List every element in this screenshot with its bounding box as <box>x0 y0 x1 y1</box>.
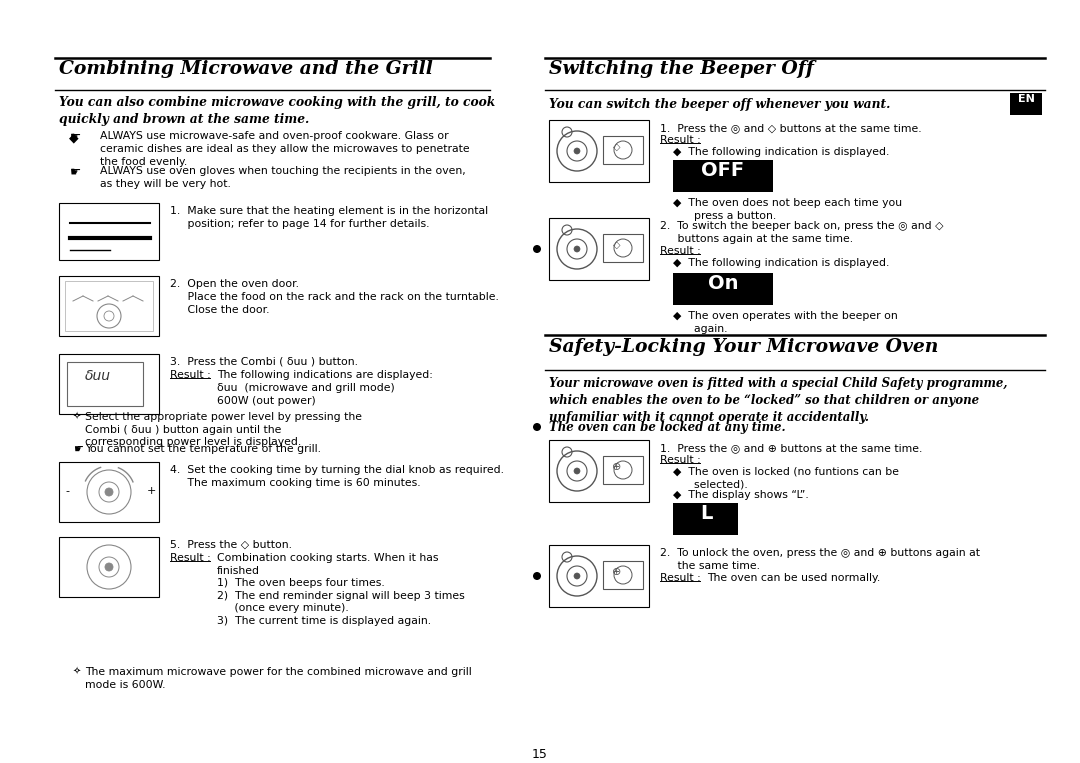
Text: You can switch the beeper off whenever you want.: You can switch the beeper off whenever y… <box>549 98 890 111</box>
Text: 2.  Open the oven door.
     Place the food on the rack and the rack on the turn: 2. Open the oven door. Place the food on… <box>170 279 499 314</box>
Text: ✧: ✧ <box>73 412 81 422</box>
Text: ◆  The oven does not beep each time you
      press a button.: ◆ The oven does not beep each time you p… <box>673 198 902 221</box>
Text: ◆: ◆ <box>69 131 79 144</box>
FancyBboxPatch shape <box>673 273 773 305</box>
Text: ◇: ◇ <box>613 240 621 250</box>
Text: Result :: Result : <box>170 553 211 563</box>
Text: 4.  Set the cooking time by turning the dial knob as required.
     The maximum : 4. Set the cooking time by turning the d… <box>170 465 504 488</box>
Circle shape <box>573 468 580 474</box>
Text: ALWAYS use microwave-safe and oven-proof cookware. Glass or
ceramic dishes are i: ALWAYS use microwave-safe and oven-proof… <box>100 131 470 166</box>
Text: 1.  Press the ◎ and ⊕ buttons at the same time.: 1. Press the ◎ and ⊕ buttons at the same… <box>660 443 922 453</box>
Text: Result :: Result : <box>660 135 701 145</box>
Text: ⊕: ⊕ <box>612 462 622 472</box>
Text: ◇: ◇ <box>613 142 621 152</box>
Text: The oven can be locked at any time.: The oven can be locked at any time. <box>549 421 785 434</box>
Text: The maximum microwave power for the combined microwave and grill
mode is 600W.: The maximum microwave power for the comb… <box>85 667 472 690</box>
Circle shape <box>105 488 113 496</box>
Text: The following indications are displayed:
δuu  (microwave and grill mode)
600W (o: The following indications are displayed:… <box>217 370 433 406</box>
Text: The oven can be used normally.: The oven can be used normally. <box>707 573 880 583</box>
Text: ◆  The following indication is displayed.: ◆ The following indication is displayed. <box>673 258 889 268</box>
Circle shape <box>573 148 580 154</box>
Text: ☛: ☛ <box>73 444 83 454</box>
Circle shape <box>573 246 580 252</box>
Text: ◆  The following indication is displayed.: ◆ The following indication is displayed. <box>673 147 889 157</box>
Text: 2.  To switch the beeper back on, press the ◎ and ◇
     buttons again at the sa: 2. To switch the beeper back on, press t… <box>660 221 944 244</box>
Text: You cannot set the temperature of the grill.: You cannot set the temperature of the gr… <box>85 444 321 454</box>
Text: ◆  The oven operates with the beeper on
      again.: ◆ The oven operates with the beeper on a… <box>673 311 897 333</box>
Text: Result :: Result : <box>170 370 211 380</box>
FancyBboxPatch shape <box>673 160 773 192</box>
Text: 1.  Press the ◎ and ◇ buttons at the same time.: 1. Press the ◎ and ◇ buttons at the same… <box>660 123 921 133</box>
Text: ⊕: ⊕ <box>612 567 622 577</box>
Circle shape <box>534 245 541 253</box>
Text: OFF: OFF <box>701 161 744 180</box>
Text: 15: 15 <box>532 748 548 761</box>
Text: 3.  Press the Combi ( δuu ) button.: 3. Press the Combi ( δuu ) button. <box>170 357 357 367</box>
Text: 5.  Press the ◇ button.: 5. Press the ◇ button. <box>170 540 292 550</box>
Circle shape <box>534 423 541 431</box>
Text: ALWAYS use oven gloves when touching the recipients in the oven,
as they will be: ALWAYS use oven gloves when touching the… <box>100 166 465 188</box>
Text: -: - <box>65 486 69 496</box>
Text: +: + <box>147 486 157 496</box>
Text: 2.  To unlock the oven, press the ◎ and ⊕ buttons again at
     the same time.: 2. To unlock the oven, press the ◎ and ⊕… <box>660 548 980 571</box>
Circle shape <box>105 563 113 571</box>
Text: EN: EN <box>1017 94 1035 104</box>
Circle shape <box>573 573 580 579</box>
Text: 1.  Make sure that the heating element is in the horizontal
     position; refer: 1. Make sure that the heating element is… <box>170 206 488 229</box>
Text: δuu: δuu <box>85 369 111 383</box>
Text: On: On <box>707 274 739 293</box>
Text: Select the appropriate power level by pressing the
Combi ( δuu ) button again un: Select the appropriate power level by pr… <box>85 412 362 447</box>
Text: You can also combine microwave cooking with the grill, to cook
quickly and brown: You can also combine microwave cooking w… <box>59 96 496 126</box>
Text: Switching the Beeper Off: Switching the Beeper Off <box>549 60 814 78</box>
Text: Result :: Result : <box>660 573 701 583</box>
Text: Your microwave oven is fitted with a special Child Safety programme,
which enabl: Your microwave oven is fitted with a spe… <box>549 377 1008 424</box>
Text: Safety-Locking Your Microwave Oven: Safety-Locking Your Microwave Oven <box>549 338 939 356</box>
Text: ✧: ✧ <box>73 667 81 677</box>
Text: Combination cooking starts. When it has
finished
1)  The oven beeps four times.
: Combination cooking starts. When it has … <box>217 553 464 626</box>
Text: L: L <box>700 504 712 523</box>
FancyBboxPatch shape <box>673 503 738 535</box>
Text: Result :: Result : <box>660 246 701 256</box>
Text: ◆  The oven is locked (no funtions can be
      selected).: ◆ The oven is locked (no funtions can be… <box>673 467 899 490</box>
FancyBboxPatch shape <box>1010 93 1042 115</box>
Text: ☛: ☛ <box>70 131 81 144</box>
Text: ☛: ☛ <box>70 166 81 179</box>
Text: ◆  The display shows “L”.: ◆ The display shows “L”. <box>673 490 809 500</box>
Text: Result :: Result : <box>660 455 701 465</box>
Text: Combining Microwave and the Grill: Combining Microwave and the Grill <box>59 60 433 78</box>
Circle shape <box>534 572 541 580</box>
